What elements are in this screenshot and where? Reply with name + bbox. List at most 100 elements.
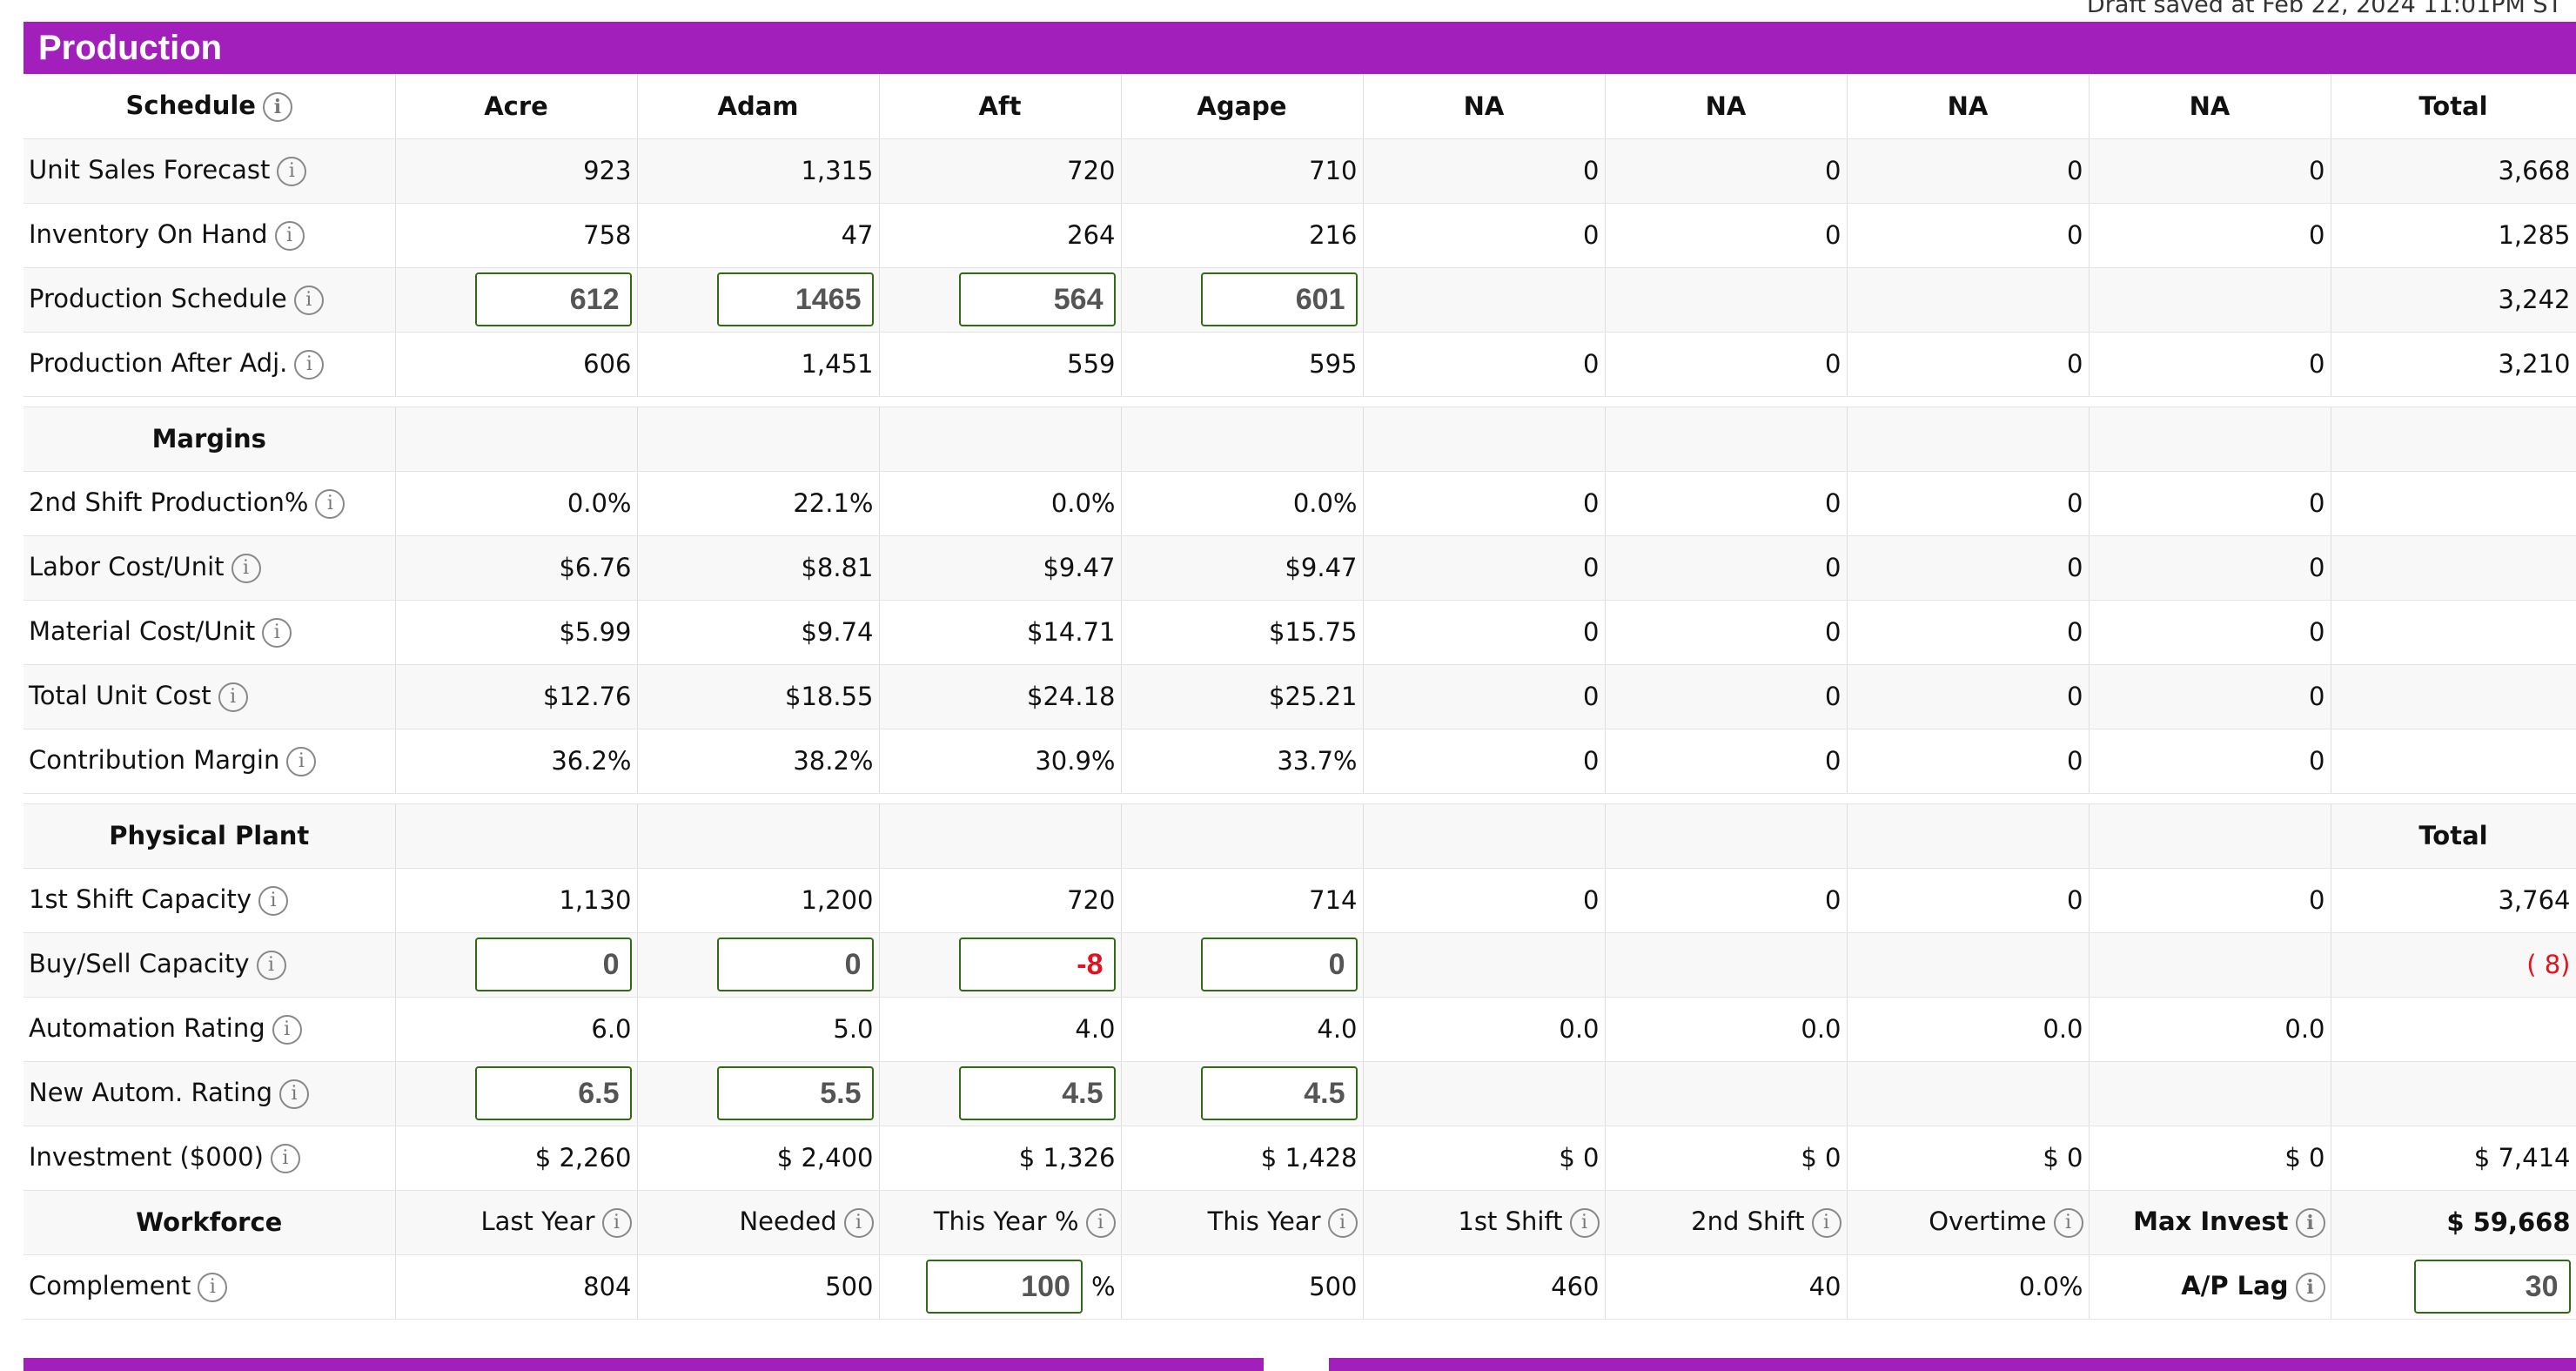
column-header: This Year i [1121, 1190, 1364, 1255]
spacer [23, 793, 2576, 804]
info-icon[interactable]: i [294, 350, 325, 380]
table-row: Production Schedule i 612 1465 564 601 3,… [23, 267, 2576, 333]
cell: $25.21 [1121, 664, 1364, 729]
cell: 0 [2089, 138, 2331, 204]
cell [1363, 267, 1606, 333]
cell: $5.99 [395, 600, 638, 665]
info-icon[interactable]: i [286, 747, 317, 776]
new-automation-input[interactable]: 4.5 [1200, 1066, 1358, 1120]
row-label: 2nd Shift Production% i [23, 471, 396, 536]
info-icon[interactable]: i [218, 682, 248, 712]
cell: 564 [879, 267, 1122, 333]
info-icon[interactable]: i [2295, 1273, 2325, 1302]
total-cell [2331, 997, 2576, 1062]
cell: 47 [637, 203, 880, 268]
cell: 1465 [637, 267, 880, 333]
column-header: 2nd Shift i [1605, 1190, 1848, 1255]
info-icon[interactable]: i [1085, 1208, 1116, 1238]
cell [879, 407, 1122, 472]
cell [1121, 407, 1364, 472]
cell [2331, 729, 2576, 794]
total-cell: ( 8) [2331, 932, 2576, 998]
cell [1605, 932, 1848, 998]
table-row: Automation Rating i 6.0 5.0 4.0 4.0 0.0 0… [23, 997, 2576, 1062]
cell: 0 [2089, 471, 2331, 536]
cell: 38.2% [637, 729, 880, 794]
percent-sign: % [1090, 1272, 1116, 1301]
cell: 22.1% [637, 471, 880, 536]
cell: 0 [1363, 471, 1606, 536]
cell: 36.2% [395, 729, 638, 794]
cell: 4.0 [879, 997, 1122, 1062]
cell: 0 [1605, 664, 1848, 729]
cell: $18.55 [637, 664, 880, 729]
cell: 0 [1847, 868, 2090, 933]
ap-lag-input[interactable]: 30 [2413, 1260, 2571, 1314]
info-icon[interactable]: i [2295, 1208, 2325, 1238]
new-automation-input[interactable]: 5.5 [716, 1066, 874, 1120]
cell [637, 803, 880, 869]
cell: 264 [879, 203, 1122, 268]
info-icon[interactable]: i [843, 1208, 874, 1238]
buy-sell-capacity-input[interactable]: 0 [474, 938, 632, 991]
buy-sell-capacity-input[interactable]: 0 [716, 938, 874, 991]
info-icon[interactable]: i [293, 286, 324, 315]
info-icon[interactable]: i [277, 157, 307, 186]
new-automation-input[interactable]: 6.5 [474, 1066, 632, 1120]
production-schedule-input[interactable]: 612 [474, 272, 632, 326]
cell: 0.0 [2089, 997, 2331, 1062]
info-icon[interactable]: i [601, 1208, 632, 1238]
info-icon[interactable]: i [258, 886, 289, 916]
cell: 1,315 [637, 138, 880, 204]
cell: 0 [1605, 332, 1848, 397]
production-schedule-input[interactable]: 1465 [716, 272, 874, 326]
cell: 33.7% [1121, 729, 1364, 794]
this-year-pct-input[interactable]: 100 [925, 1260, 1083, 1314]
cell: 0 [1605, 868, 1848, 933]
total-cell: 3,764 [2331, 868, 2576, 933]
schedule-header: Schedule i [23, 74, 396, 139]
cell: $15.75 [1121, 600, 1364, 665]
table-row: Investment ($000) i $ 2,260 $ 2,400 $ 1,3… [23, 1126, 2576, 1191]
total-cell: 3,210 [2331, 332, 2576, 397]
production-schedule-input[interactable]: 564 [958, 272, 1116, 326]
info-icon[interactable]: i [1811, 1208, 1841, 1238]
cell: 0 [1605, 600, 1848, 665]
info-icon[interactable]: i [256, 951, 286, 980]
section-gap [23, 396, 2576, 407]
info-icon[interactable]: i [315, 489, 345, 519]
info-icon[interactable]: i [272, 1015, 302, 1045]
column-header: Overtime i [1847, 1190, 2090, 1255]
info-icon[interactable]: i [274, 221, 305, 251]
info-icon[interactable]: i [279, 1079, 309, 1109]
info-icon[interactable]: i [1569, 1208, 1600, 1238]
info-icon[interactable]: i [270, 1144, 300, 1173]
new-automation-input[interactable]: 4.5 [958, 1066, 1116, 1120]
cell: 758 [395, 203, 638, 268]
row-label: Labor Cost/Unit i [23, 535, 396, 601]
cell [2331, 600, 2576, 665]
total-header: Total [2331, 74, 2576, 139]
info-icon[interactable]: i [2053, 1208, 2083, 1238]
info-icon[interactable]: i [262, 618, 292, 648]
buy-sell-capacity-input[interactable]: 0 [1200, 938, 1358, 991]
product-header: NA [1605, 74, 1848, 139]
cell: 559 [879, 332, 1122, 397]
row-label: Material Cost/Unit i [23, 600, 396, 665]
production-schedule-input[interactable]: 601 [1200, 272, 1358, 326]
row-label: Automation Rating i [23, 997, 396, 1062]
workforce-header-row: Workforce Last Year i Needed i This Year %… [23, 1190, 2576, 1255]
info-icon[interactable]: i [198, 1273, 228, 1302]
buy-sell-capacity-input[interactable]: -8 [958, 938, 1116, 991]
info-icon[interactable]: i [1327, 1208, 1358, 1238]
cell: 0 [637, 932, 880, 998]
row-label: Total Unit Cost i [23, 664, 396, 729]
table-row: Contribution Margin i 36.2% 38.2% 30.9% 3… [23, 729, 2576, 794]
cell: $12.76 [395, 664, 638, 729]
cell [2089, 1061, 2331, 1126]
total-cell: 3,668 [2331, 138, 2576, 204]
cell [1847, 932, 2090, 998]
info-icon[interactable]: i [262, 91, 292, 122]
cell: $ 0 [1605, 1126, 1848, 1191]
info-icon[interactable]: i [231, 554, 261, 583]
